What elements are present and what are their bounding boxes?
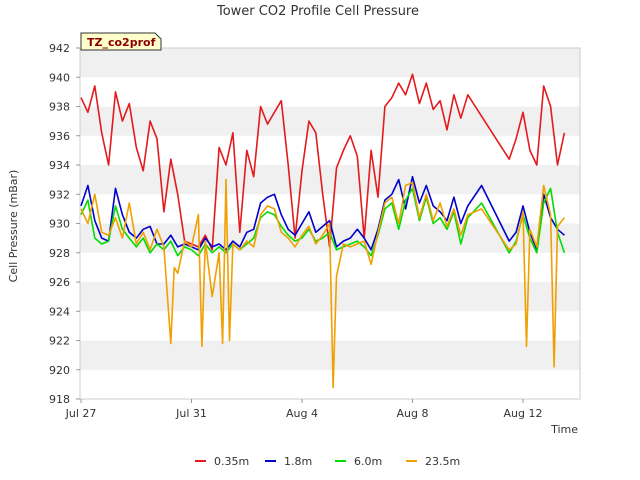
grid-band [80, 48, 580, 78]
chart-title: Tower CO2 Profile Cell Pressure [216, 4, 419, 19]
grid-band [80, 369, 580, 399]
y-tick-label: 920 [49, 364, 70, 377]
grid-band [80, 135, 580, 165]
y-tick-label: 942 [49, 42, 70, 55]
series-line-6-0m [80, 187, 566, 257]
x-tick-label: Aug 8 [397, 407, 429, 420]
legend-label: 6.0m [354, 455, 382, 468]
series-line-0-35m [80, 73, 566, 251]
site-badge-box [80, 32, 162, 51]
legend-label: 0.35m [214, 455, 249, 468]
legend: 0.35m 1.8m 6.0m 23.5m [195, 455, 460, 468]
x-tick-label: Jul 31 [175, 407, 207, 420]
y-tick-label: 922 [49, 335, 70, 348]
x-axis-ticks: Jul 27 Jul 31 Aug 4 Aug 8 Aug 12 [65, 399, 543, 420]
grid-band [80, 340, 580, 370]
site-badge: TZ_co2prof [80, 32, 162, 51]
grid-band [80, 77, 580, 107]
y-tick-label: 932 [49, 188, 70, 201]
series-line-23-5m [80, 178, 566, 389]
grid-band [80, 311, 580, 341]
y-tick-label: 934 [49, 159, 70, 172]
y-tick-label: 928 [49, 247, 70, 260]
y-tick-label: 926 [49, 276, 70, 289]
x-tick-label: Aug 12 [504, 407, 543, 420]
y-tick-label: 930 [49, 218, 70, 231]
series-lines [80, 73, 566, 389]
y-axis-label: Cell Pressure (mBar) [7, 170, 20, 283]
x-axis-label: Time [550, 423, 578, 436]
site-badge-label: TZ_co2prof [87, 36, 156, 49]
x-tick-label: Jul 27 [65, 407, 97, 420]
y-tick-label: 940 [49, 71, 70, 84]
y-tick-label: 938 [49, 101, 70, 114]
grid-band [80, 165, 580, 195]
legend-label: 23.5m [425, 455, 460, 468]
y-tick-label: 918 [49, 393, 70, 406]
grid-band [80, 194, 580, 224]
y-tick-label: 924 [49, 305, 70, 318]
y-axis-ticks: 918 920 922 924 926 928 930 932 934 936 938 940 942 [49, 42, 80, 406]
grid-band [80, 106, 580, 136]
x-tick-label: Aug 4 [286, 407, 318, 420]
y-tick-label: 936 [49, 130, 70, 143]
grid-band [80, 282, 580, 312]
legend-label: 1.8m [284, 455, 312, 468]
